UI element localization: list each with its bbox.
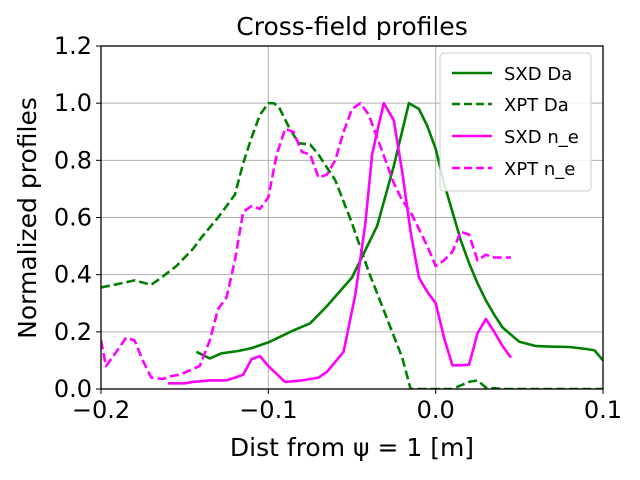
x-axis-label: Dist from ψ = 1 [m]: [230, 433, 474, 462]
y-tick-label: 0.8: [54, 146, 92, 174]
legend: SXD Da XPT Da SXD n_e XPT n_e: [439, 52, 592, 192]
y-axis-label: Normalized profiles: [13, 97, 42, 339]
series-line-xpt-n-e: [101, 101, 511, 381]
y-tick-label: 0.4: [54, 261, 92, 289]
legend-box: [439, 52, 592, 192]
legend-label-xpt-ne: XPT n_e: [504, 159, 575, 180]
x-tick-label: 0.1: [584, 396, 622, 424]
y-tick-label: 0.2: [54, 318, 92, 346]
x-tick-label: 0.0: [417, 396, 455, 424]
legend-label-sxd-da: SXD Da: [504, 64, 572, 85]
chart-title: Cross-field profiles: [236, 12, 467, 41]
y-tick-label: 0.6: [54, 204, 92, 232]
plot-series: [101, 101, 603, 389]
legend-label-sxd-ne: SXD n_e: [504, 127, 579, 148]
series-line-sxd-n-e: [167, 101, 513, 385]
legend-label-xpt-da: XPT Da: [504, 95, 569, 116]
y-tick-label: 0.0: [54, 375, 92, 403]
series-line-xpt-da: [101, 101, 603, 389]
series-line-sxd-da: [195, 101, 603, 362]
axis-ticks: −0.2 −0.1 0.0 0.1 0.0 0.2 0.4 0.6 0.8 1.0 1.2: [54, 32, 622, 424]
x-tick-label: −0.1: [239, 396, 297, 424]
y-tick-label: 1.2: [54, 32, 92, 60]
x-tick-label: −0.2: [72, 396, 130, 424]
y-tick-label: 1.0: [54, 89, 92, 117]
